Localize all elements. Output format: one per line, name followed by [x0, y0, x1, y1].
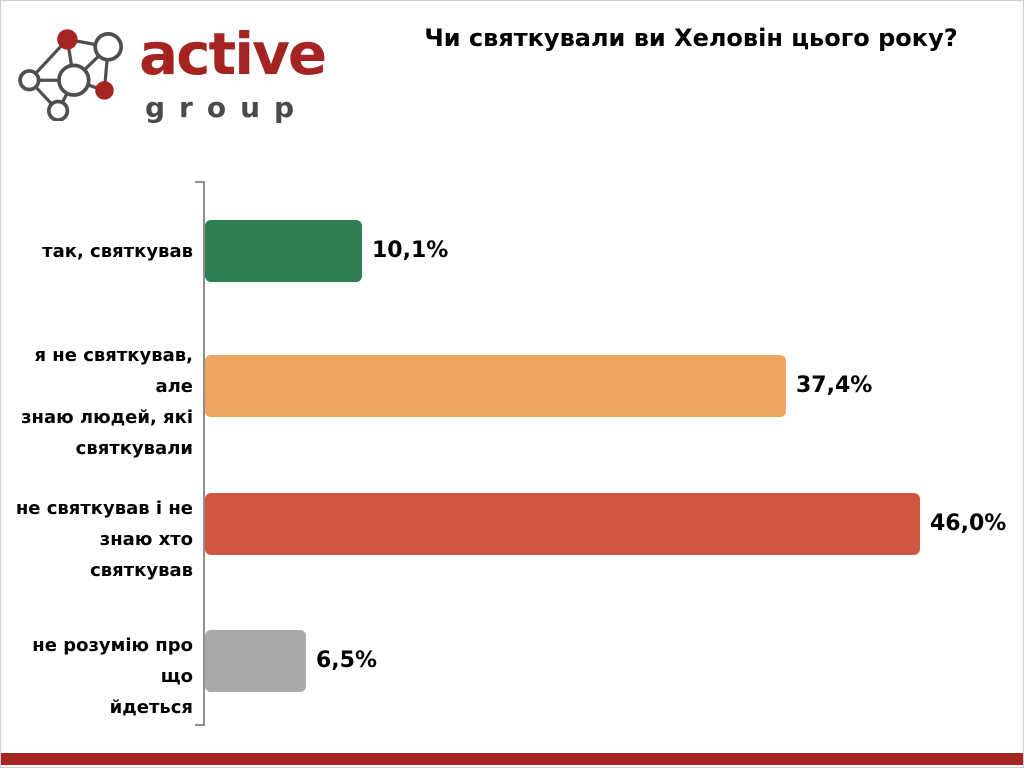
category-label: так, святкував — [42, 241, 193, 262]
brand-subname: group — [145, 91, 309, 124]
bar-segment — [205, 630, 306, 692]
brand-name: active — [139, 20, 327, 88]
value-label: 37,4% — [796, 373, 873, 398]
bar-segment — [205, 220, 362, 282]
axis-tick-top — [195, 181, 204, 183]
logo: active group — [11, 15, 331, 125]
value-label: 46,0% — [930, 511, 1007, 536]
footer-accent-bar — [1, 753, 1023, 765]
axis-tick-bottom — [195, 724, 204, 726]
y-axis-line — [203, 181, 205, 726]
chart-title: Чи святкували ви Хеловін цього року? — [424, 24, 958, 52]
category-label: я не святкував, але знаю людей, які святку… — [21, 345, 193, 459]
value-label: 6,5% — [316, 648, 378, 673]
network-logo-icon — [18, 29, 123, 121]
category-label: не святкував і не знаю хто святкував — [15, 498, 193, 581]
value-label: 10,1% — [372, 238, 449, 263]
bar-segment — [205, 355, 786, 417]
category-label: не розумію про що йдеться — [32, 635, 193, 718]
bar-segment — [205, 493, 920, 555]
